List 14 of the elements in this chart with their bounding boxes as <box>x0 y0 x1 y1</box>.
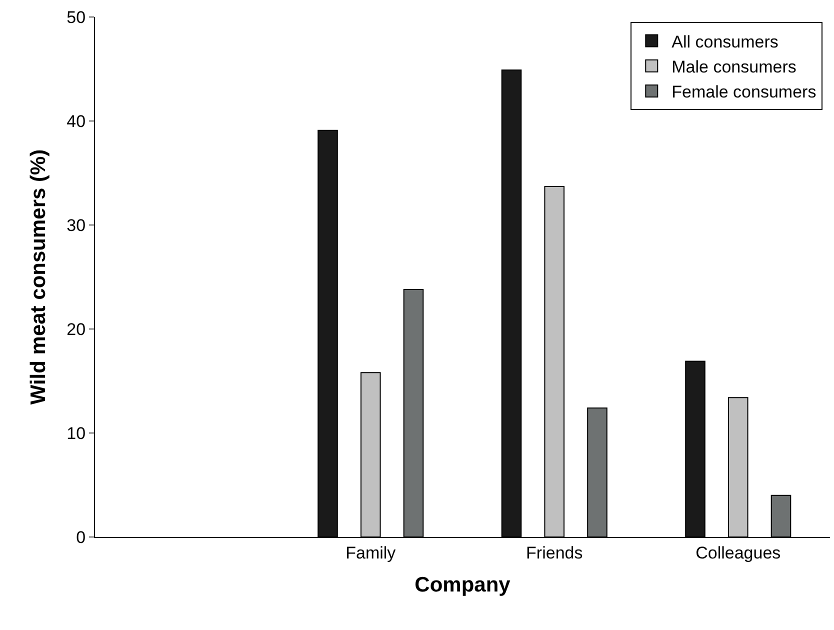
y-tick-label: 0 <box>76 528 86 547</box>
legend-label: Female consumers <box>672 82 816 102</box>
y-axis-title: Wild meat consumers (%) <box>26 149 50 405</box>
y-tick-label: 20 <box>66 320 86 339</box>
x-tick-label: Colleagues <box>696 543 781 562</box>
x-tick-label: Friends <box>526 543 583 562</box>
x-tick-label: Family <box>346 543 396 562</box>
legend-label: Male consumers <box>672 57 796 76</box>
y-tick-label: 40 <box>66 112 86 131</box>
y-tick-label: 10 <box>66 424 86 443</box>
y-tick-label: 50 <box>66 8 86 27</box>
x-axis-title: Company <box>414 574 511 597</box>
y-tick-label: 30 <box>66 216 86 235</box>
legend-label: All consumers <box>672 32 778 52</box>
